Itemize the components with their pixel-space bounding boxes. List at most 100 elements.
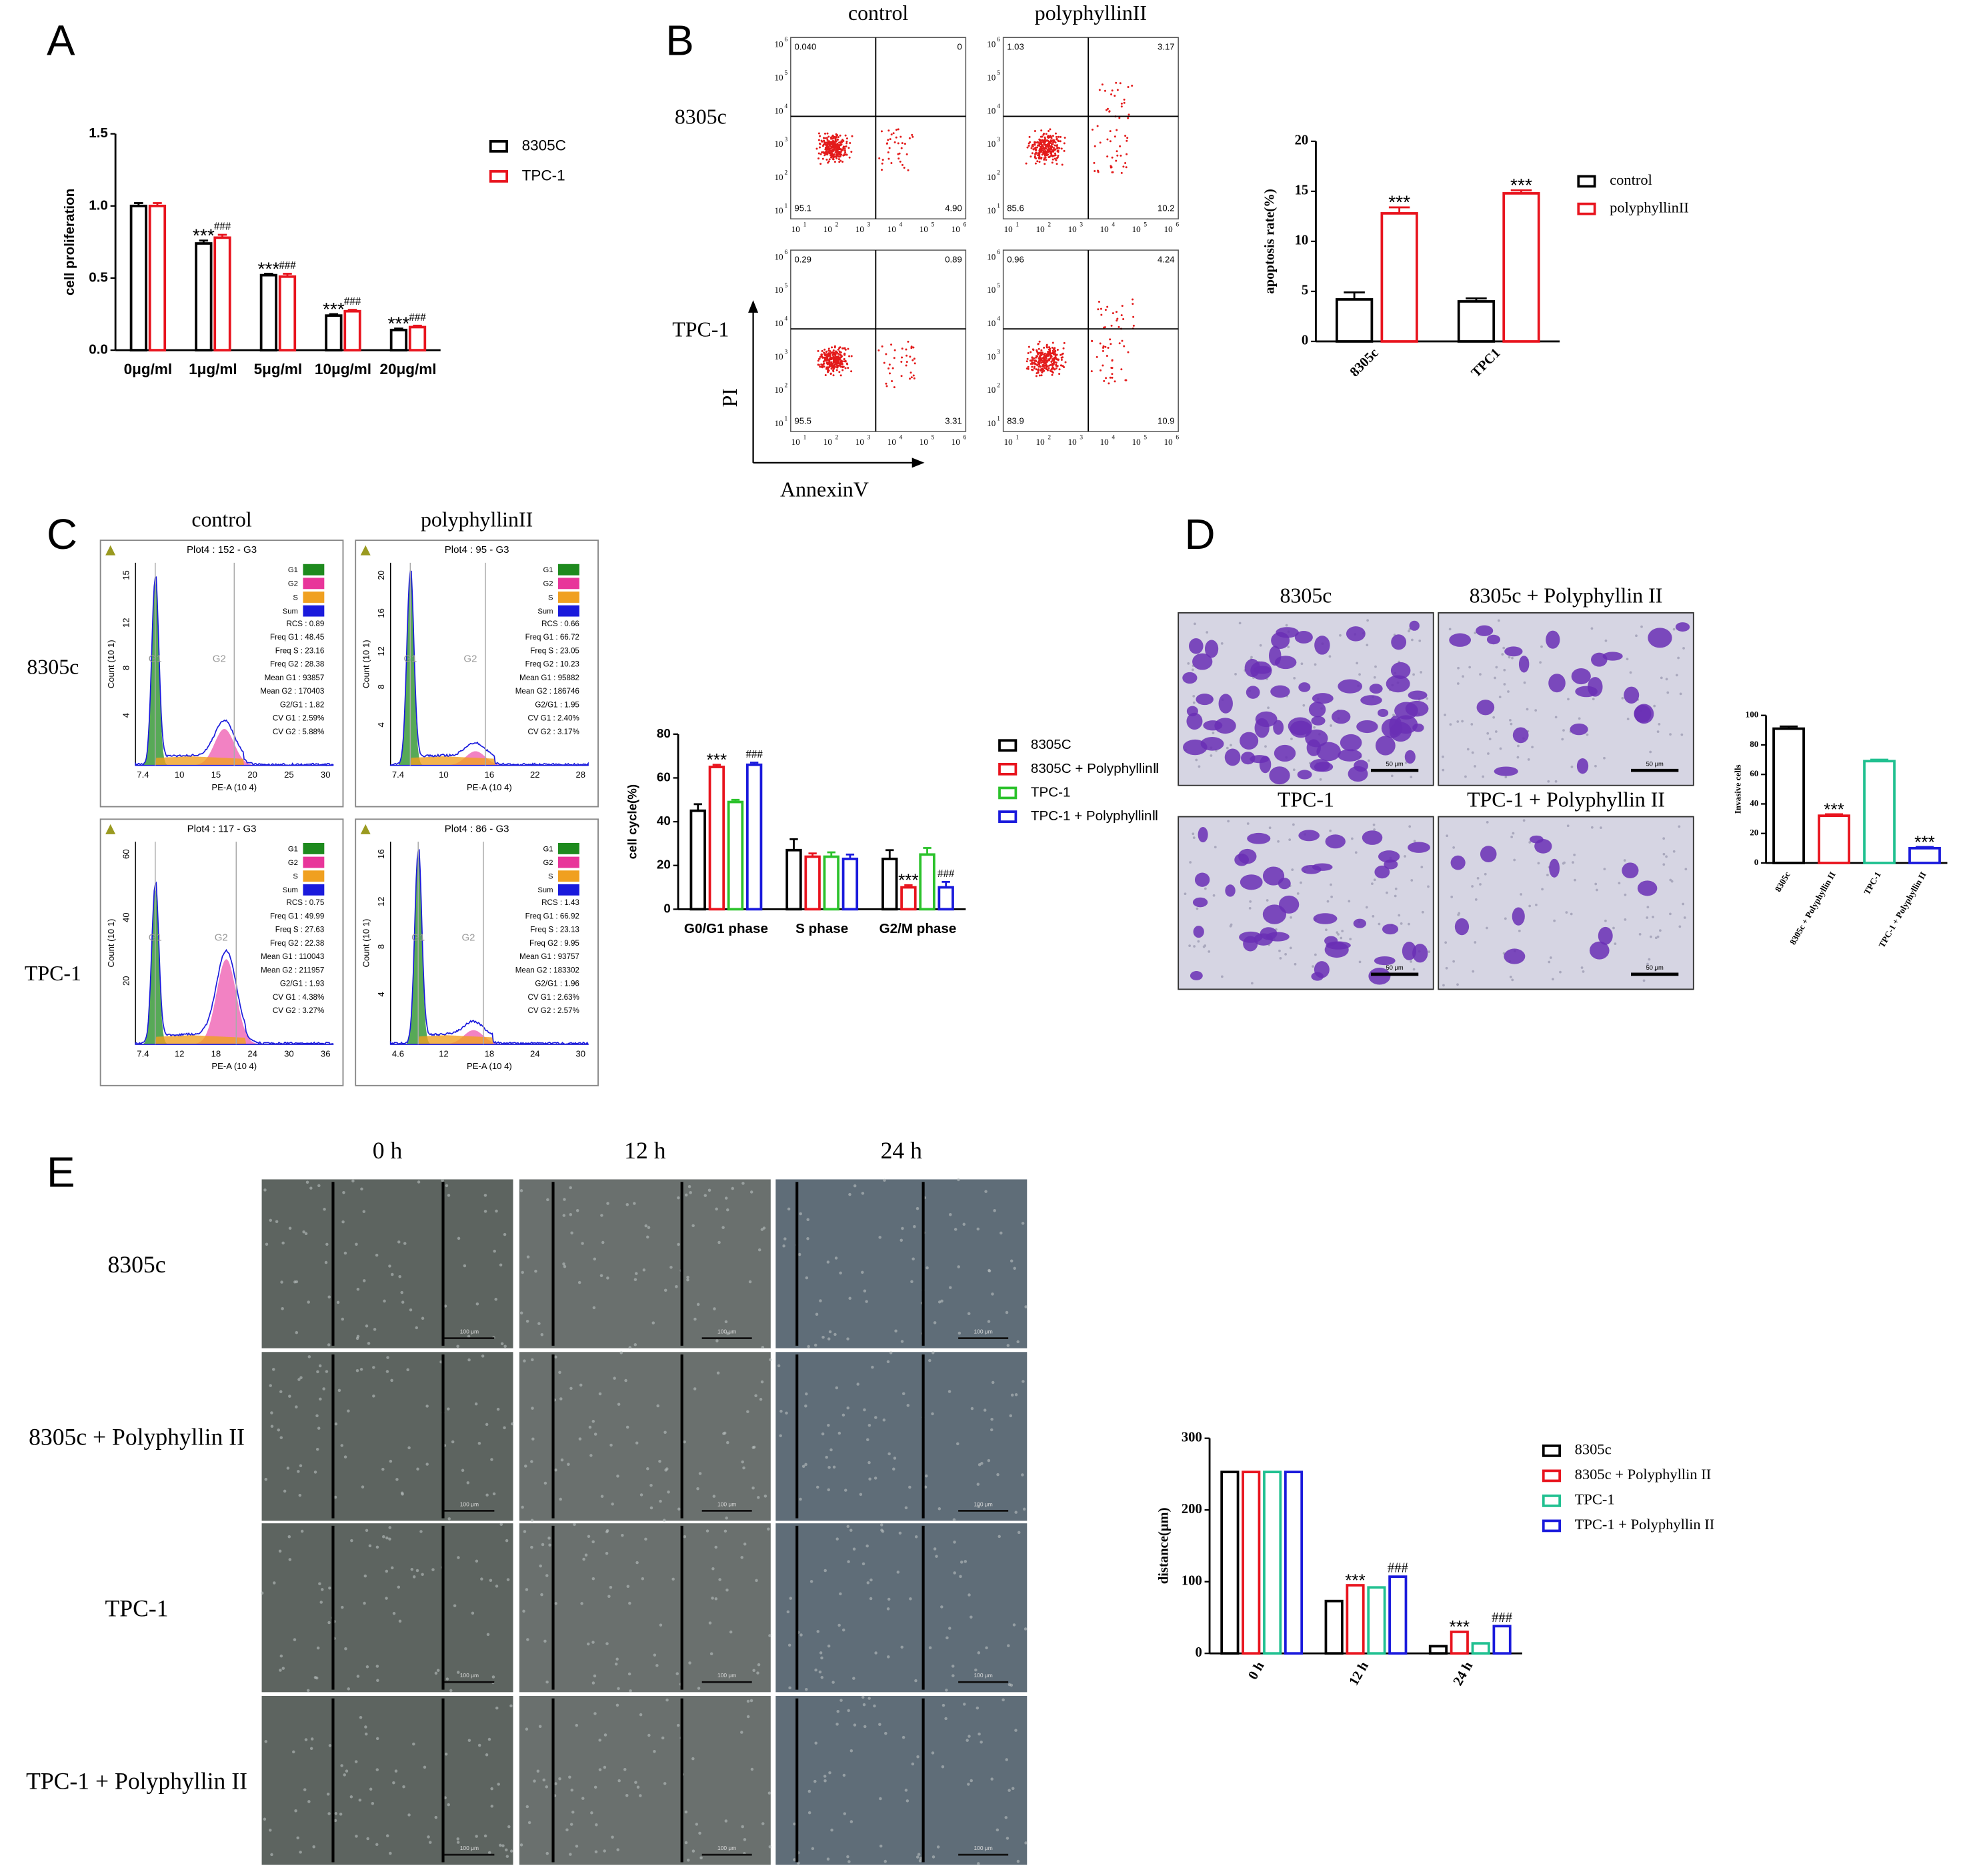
quadrant-value: 3.31 — [945, 415, 962, 425]
cell — [1589, 941, 1610, 960]
cell-speck — [839, 1271, 842, 1275]
pore — [1196, 907, 1199, 910]
legend-swatch — [998, 810, 1018, 823]
tick-base: 10 — [1132, 224, 1142, 234]
event-dot — [1109, 140, 1112, 143]
error-bar — [283, 273, 292, 277]
cell-speck — [299, 1464, 303, 1468]
cell-speck — [1016, 1859, 1020, 1863]
cell-speck — [279, 1654, 283, 1658]
cell-speck — [453, 1604, 457, 1607]
cell — [1262, 904, 1287, 924]
cell — [1294, 630, 1313, 644]
error-bar — [941, 880, 950, 888]
cell-speck — [328, 1586, 331, 1590]
pore — [1408, 630, 1410, 633]
pore — [1372, 914, 1375, 918]
pore — [1284, 953, 1287, 956]
event-dot — [1045, 133, 1048, 135]
pore — [1572, 861, 1574, 864]
cell-speck — [286, 1467, 290, 1470]
event-dot — [1116, 89, 1119, 91]
cell-speck — [879, 1797, 882, 1801]
event-dot — [848, 156, 851, 159]
cell-speck — [343, 1251, 347, 1255]
cell-speck — [534, 1269, 537, 1273]
cell-speck — [757, 1496, 760, 1499]
event-dot — [825, 359, 827, 362]
micrograph: 100 μm — [261, 1695, 513, 1865]
tick-base: 10 — [987, 205, 996, 215]
cell-speck — [820, 1676, 824, 1679]
pore — [1250, 656, 1253, 659]
cell-speck — [525, 1588, 529, 1591]
cell-speck — [815, 1485, 819, 1489]
x-tick-label: 7.4 — [137, 1048, 149, 1058]
event-dot — [1053, 147, 1056, 149]
cell-speck — [270, 1853, 273, 1857]
cell-speck — [819, 1651, 823, 1655]
event-dot — [833, 141, 835, 144]
cell-speck — [821, 1432, 825, 1436]
cell-speck — [281, 1306, 284, 1310]
bar — [1492, 1625, 1512, 1655]
cell-speck — [984, 1190, 988, 1193]
event-dot — [1026, 360, 1028, 363]
tick-exponent: 4 — [997, 316, 1000, 323]
pore — [1302, 704, 1306, 707]
cell-speck — [410, 1568, 414, 1571]
cell-speck — [970, 1406, 974, 1411]
cell-speck — [814, 1668, 817, 1672]
stat-line: Freq S : 23.16 — [275, 646, 325, 655]
pore — [1192, 832, 1195, 836]
cell-speck — [686, 1278, 689, 1282]
event-dot — [1040, 361, 1043, 364]
cell-speck — [1013, 1266, 1016, 1270]
event-dot — [1042, 356, 1045, 359]
cell-speck — [519, 1311, 523, 1315]
x-tick-label: 20 — [247, 770, 257, 780]
event-dot — [1035, 375, 1038, 377]
event-dot — [1044, 136, 1046, 139]
event-dot — [1060, 358, 1063, 361]
cell-speck — [356, 1334, 360, 1338]
pore — [1654, 968, 1657, 972]
cell-speck — [941, 1765, 945, 1769]
event-dot — [910, 347, 913, 349]
event-dot — [1026, 367, 1028, 370]
event-dot — [1044, 139, 1046, 142]
column-title: 0 h — [373, 1137, 403, 1164]
cell-speck — [486, 1633, 490, 1637]
y-tick-label: 20 — [657, 858, 671, 872]
pore — [1279, 956, 1282, 960]
cell-speck — [392, 1781, 395, 1785]
cell — [1270, 685, 1290, 698]
legend-swatch — [998, 739, 1018, 752]
cell-speck — [569, 1823, 573, 1826]
row-label: 8305c + Polyphyllin II — [29, 1424, 245, 1451]
cell-speck — [279, 1669, 282, 1672]
legend-swatch — [558, 592, 579, 603]
event-dot — [1116, 154, 1119, 157]
pore — [1457, 666, 1460, 670]
tick-base: 10 — [987, 105, 996, 115]
micrograph: 100 μm — [519, 1695, 772, 1865]
cell — [1571, 668, 1591, 685]
pore — [1680, 733, 1684, 736]
cell — [1278, 878, 1291, 890]
cell-speck — [756, 1671, 759, 1675]
tick-exponent: 4 — [1112, 435, 1115, 441]
scale-label: 100 μm — [717, 1672, 736, 1679]
y-tick-label: 20 — [1295, 133, 1309, 148]
cell — [1297, 770, 1312, 780]
cell — [1192, 897, 1208, 908]
event-dot — [1038, 374, 1041, 377]
pore — [1554, 716, 1558, 719]
pore — [1325, 928, 1328, 932]
cell-speck — [403, 1242, 407, 1245]
image-frame — [1438, 816, 1694, 990]
event-dot — [1044, 145, 1047, 148]
legend-label: G2 — [543, 580, 553, 588]
micrograph: 100 μm — [261, 1178, 513, 1348]
